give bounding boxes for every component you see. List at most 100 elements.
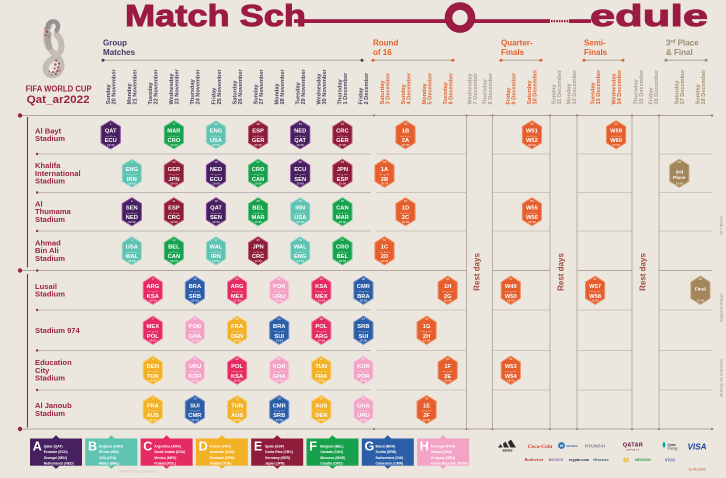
svg-text:v: v (152, 410, 154, 413)
svg-text:22:00: 22:00 (612, 143, 620, 147)
svg-text:Friday9 December: Friday9 December (506, 72, 518, 105)
svg-text:1H: 1H (444, 284, 451, 290)
svg-text:22:00: 22:00 (149, 418, 157, 422)
svg-text:19: 19 (214, 160, 218, 164)
svg-text:55: 55 (446, 357, 450, 361)
svg-text:22:00: 22:00 (296, 220, 304, 224)
svg-text:MAR: MAR (336, 215, 350, 221)
svg-text:W60: W60 (610, 138, 622, 144)
svg-text:18: 18 (214, 199, 218, 203)
svg-text:Ahmad: Ahmad (35, 238, 61, 247)
svg-text:E: E (254, 440, 262, 454)
svg-text:22:00: 22:00 (212, 143, 220, 147)
svg-text:D: D (199, 440, 208, 454)
svg-text:BEL: BEL (168, 245, 180, 251)
svg-text:2F: 2F (423, 413, 430, 419)
svg-text:HYUNDAI: HYUNDAI (585, 444, 606, 449)
svg-text:Sunday27 November: Sunday27 November (253, 69, 264, 105)
svg-text:51: 51 (404, 199, 408, 203)
svg-text:Finals: Finals (584, 48, 608, 57)
svg-text:1D: 1D (402, 206, 409, 212)
svg-text:32: 32 (278, 277, 282, 281)
svg-text:3rd Place: 3rd Place (666, 39, 699, 48)
svg-text:BRA: BRA (357, 294, 370, 300)
svg-text:v: v (194, 291, 196, 294)
svg-text:Al Bayt: Al Bayt (35, 126, 62, 135)
svg-text:16:00: 16:00 (212, 220, 220, 224)
svg-text:2B: 2B (381, 177, 388, 183)
svg-text:Japan (JPN): Japan (JPN) (265, 461, 285, 465)
svg-text:POL: POL (231, 364, 243, 370)
svg-text:POR: POR (273, 284, 286, 290)
svg-text:52: 52 (404, 122, 408, 126)
svg-text:18:00: 18:00 (296, 182, 304, 186)
svg-text:W52: W52 (526, 138, 538, 144)
svg-text:Switzerland (SUI): Switzerland (SUI) (376, 456, 404, 460)
svg-text:Poland (POL): Poland (POL) (154, 461, 175, 465)
svg-text:18:00: 18:00 (360, 418, 368, 422)
svg-text:Australia (AUS): Australia (AUS) (210, 450, 235, 454)
svg-text:22:00: 22:00 (360, 299, 368, 303)
svg-text:18:00: 18:00 (296, 143, 304, 147)
svg-text:Korea Republic (KOR): Korea Republic (KOR) (431, 461, 468, 465)
svg-text:58: 58 (509, 357, 513, 361)
svg-text:56: 56 (446, 277, 450, 281)
svg-text:v: v (342, 212, 344, 215)
svg-text:v: v (426, 410, 428, 413)
svg-text:20: 20 (214, 122, 218, 126)
svg-text:15: 15 (193, 317, 197, 321)
svg-text:16:00: 16:00 (128, 182, 136, 186)
svg-text:22:00: 22:00 (233, 299, 241, 303)
svg-text:MAR: MAR (167, 129, 181, 135)
svg-text:W = Winner: W = Winner (720, 215, 724, 235)
svg-text:IRN: IRN (211, 254, 221, 260)
svg-text:1C: 1C (381, 245, 389, 251)
svg-text:v: v (531, 212, 533, 215)
svg-text:CMR: CMR (357, 284, 371, 290)
svg-text:Wednesday23 November: Wednesday23 November (169, 69, 181, 105)
svg-text:CRO: CRO (252, 167, 265, 173)
svg-text:SUI: SUI (190, 403, 200, 409)
svg-text:Quarter-: Quarter- (501, 39, 533, 48)
svg-text:adidas: adidas (502, 448, 512, 452)
svg-text:BRA: BRA (189, 284, 202, 290)
svg-text:Al: Al (35, 199, 43, 208)
svg-text:WAL: WAL (294, 245, 307, 251)
svg-text:Portugal (POR): Portugal (POR) (431, 445, 455, 449)
svg-text:crypto.com: crypto.com (569, 458, 590, 462)
svg-text:Thursday8 December: Thursday8 December (482, 72, 494, 105)
svg-text:Ghana (GHA): Ghana (GHA) (431, 450, 452, 454)
svg-text:22:00: 22:00 (402, 143, 410, 147)
svg-text:19:00: 19:00 (107, 143, 115, 147)
svg-text:v: v (236, 291, 238, 294)
svg-text:22:00: 22:00 (591, 299, 599, 303)
svg-text:of 16: of 16 (373, 48, 392, 57)
svg-text:Brazil (BRA): Brazil (BRA) (376, 445, 396, 449)
svg-text:Tuesday29 November: Tuesday29 November (296, 69, 308, 105)
svg-text:18:00: 18:00 (676, 182, 684, 186)
svg-text:GHA: GHA (188, 334, 202, 340)
svg-text:Wednesday14 December: Wednesday14 December (611, 69, 623, 105)
svg-text:Germany (GER): Germany (GER) (265, 456, 290, 460)
svg-text:C: C (143, 440, 152, 454)
svg-text:v: v (215, 135, 217, 138)
svg-text:16:00: 16:00 (191, 379, 199, 383)
svg-text:SUI: SUI (359, 334, 369, 340)
svg-text:DEN: DEN (315, 413, 327, 419)
svg-text:22:00: 22:00 (275, 299, 283, 303)
svg-text:CRC: CRC (252, 254, 265, 260)
svg-text:17: 17 (214, 238, 218, 242)
svg-text:FRA: FRA (147, 403, 160, 409)
svg-text:QAT: QAT (294, 138, 306, 144)
svg-text:TUN: TUN (147, 374, 159, 380)
svg-text:30: 30 (278, 357, 282, 361)
svg-text:Group: Group (103, 39, 127, 48)
svg-text:GER: GER (252, 138, 265, 144)
svg-text:ESP: ESP (337, 177, 349, 183)
svg-text:AUS: AUS (231, 413, 243, 419)
svg-text:5: 5 (152, 277, 154, 281)
svg-text:22:00: 22:00 (254, 143, 262, 147)
svg-text:v: v (215, 174, 217, 177)
svg-text:Subject to change: Subject to change (720, 294, 724, 323)
svg-text:Senegal (SEN): Senegal (SEN) (44, 456, 67, 460)
